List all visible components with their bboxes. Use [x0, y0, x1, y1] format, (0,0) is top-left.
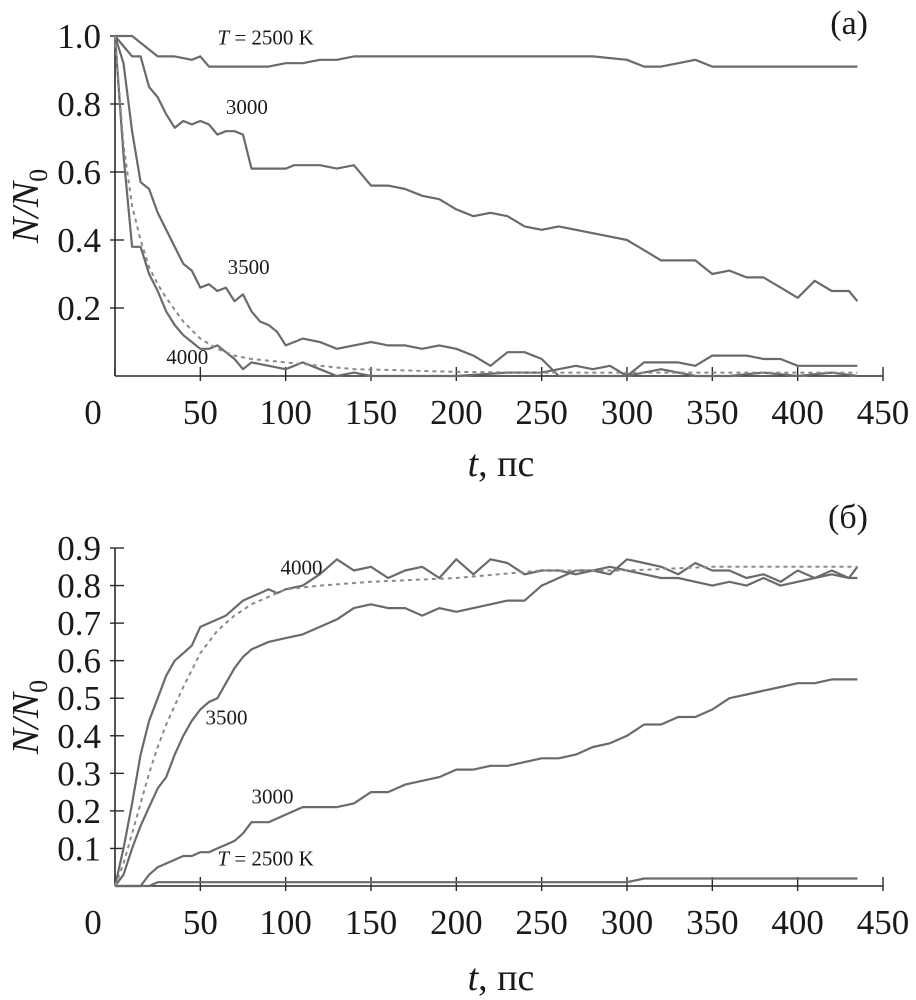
y-tick-label: 0.8 — [57, 85, 101, 124]
x-tick-label: 350 — [686, 393, 739, 432]
x-axis-title-unit: , пс — [478, 957, 534, 999]
x-tick-label: 200 — [430, 393, 483, 432]
x-tick-label: 150 — [345, 393, 398, 432]
y-axis-title-sub: 0 — [24, 680, 53, 693]
x-tick-label: 50 — [183, 903, 218, 942]
y-axis-title-var: N/N — [5, 690, 47, 755]
y-tick-label: 0.6 — [57, 153, 101, 192]
y-tick-label: 0.8 — [57, 567, 101, 606]
y-axis-title: N/N0 — [5, 169, 53, 244]
x-axis-title-var: t — [468, 443, 480, 485]
x-tick-label: 0 — [84, 393, 102, 432]
y-tick-label: 0.7 — [57, 604, 101, 643]
x-tick-label: 300 — [601, 393, 654, 432]
x-tick-label: 150 — [345, 903, 398, 942]
y-tick-label: 0.1 — [57, 829, 101, 868]
y-tick-label: 0.2 — [57, 792, 101, 831]
fit-curve-dashed — [114, 35, 858, 374]
x-tick-label: 450 — [857, 393, 910, 432]
x-tick-label: 400 — [771, 393, 824, 432]
x-tick-label: 250 — [515, 393, 568, 432]
x-tick-label: 250 — [515, 903, 568, 942]
y-tick-label: 0.4 — [57, 717, 101, 756]
series-label: 3000 — [226, 95, 268, 119]
y-axis-title: N/N0 — [5, 680, 53, 755]
y-tick-label: 0.3 — [57, 754, 101, 793]
series-line-2500 — [115, 34, 858, 68]
series-label: 4000 — [281, 555, 323, 579]
panel-label: (a) — [830, 5, 868, 42]
x-tick-label: 200 — [430, 903, 483, 942]
y-tick-label: 0.4 — [57, 221, 101, 260]
series-label: 4000 — [166, 345, 208, 369]
series-label: 3500 — [205, 706, 247, 730]
x-tick-label: 350 — [686, 903, 739, 942]
x-tick-label: 50 — [183, 393, 218, 432]
x-tick-label: 0 — [84, 903, 102, 942]
y-axis-title-sub: 0 — [24, 169, 53, 182]
x-axis-title: t, пс — [468, 957, 535, 999]
y-tick-label: 0.9 — [57, 529, 101, 568]
x-tick-label: 100 — [259, 903, 312, 942]
series-line-3500 — [114, 565, 858, 887]
series-label: T = 2500 K — [217, 26, 313, 50]
series-label-var: T — [217, 26, 230, 50]
x-axis-title: t, пс — [468, 443, 535, 485]
panel-a: 0 50 100 150 200 250 300 350 400 450 0.2 0.4 0.6 0.8 1… — [5, 5, 909, 485]
x-tick-label: 400 — [771, 903, 824, 942]
panel-b: 0 50 100 150 200 250 300 350 400 4500.10.20.30.40… — [5, 499, 909, 999]
y-axis-title-var: N/N — [5, 179, 47, 244]
y-tick-label: 1.0 — [57, 17, 101, 56]
series-label: 3000 — [252, 784, 294, 808]
y-tick-label: 0.5 — [57, 679, 101, 718]
x-axis-title-unit: , пс — [478, 443, 534, 485]
series-line-4000 — [113, 35, 858, 378]
y-tick-label: 0.2 — [57, 289, 101, 328]
series-line-3000 — [115, 678, 858, 888]
x-tick-label: 100 — [259, 393, 312, 432]
series-label-rest: = 2500 K — [229, 26, 314, 50]
series-label-rest: = 2500 K — [229, 846, 314, 870]
series-line-3000 — [114, 35, 859, 302]
x-tick-label: 450 — [857, 903, 910, 942]
fit-curve-dashed — [114, 565, 858, 887]
y-tick-label: 0.6 — [57, 642, 101, 681]
series-label-var: T — [217, 846, 230, 870]
series-line-3500 — [113, 35, 858, 378]
x-tick-label: 300 — [601, 903, 654, 942]
series-label: 3500 — [228, 255, 270, 279]
series-label: T = 2500 K — [217, 846, 313, 870]
panel-label: (б) — [828, 499, 868, 536]
series-line-2500 — [115, 877, 858, 888]
series-line-4000 — [113, 558, 859, 887]
x-axis-title-var: t — [468, 957, 480, 999]
